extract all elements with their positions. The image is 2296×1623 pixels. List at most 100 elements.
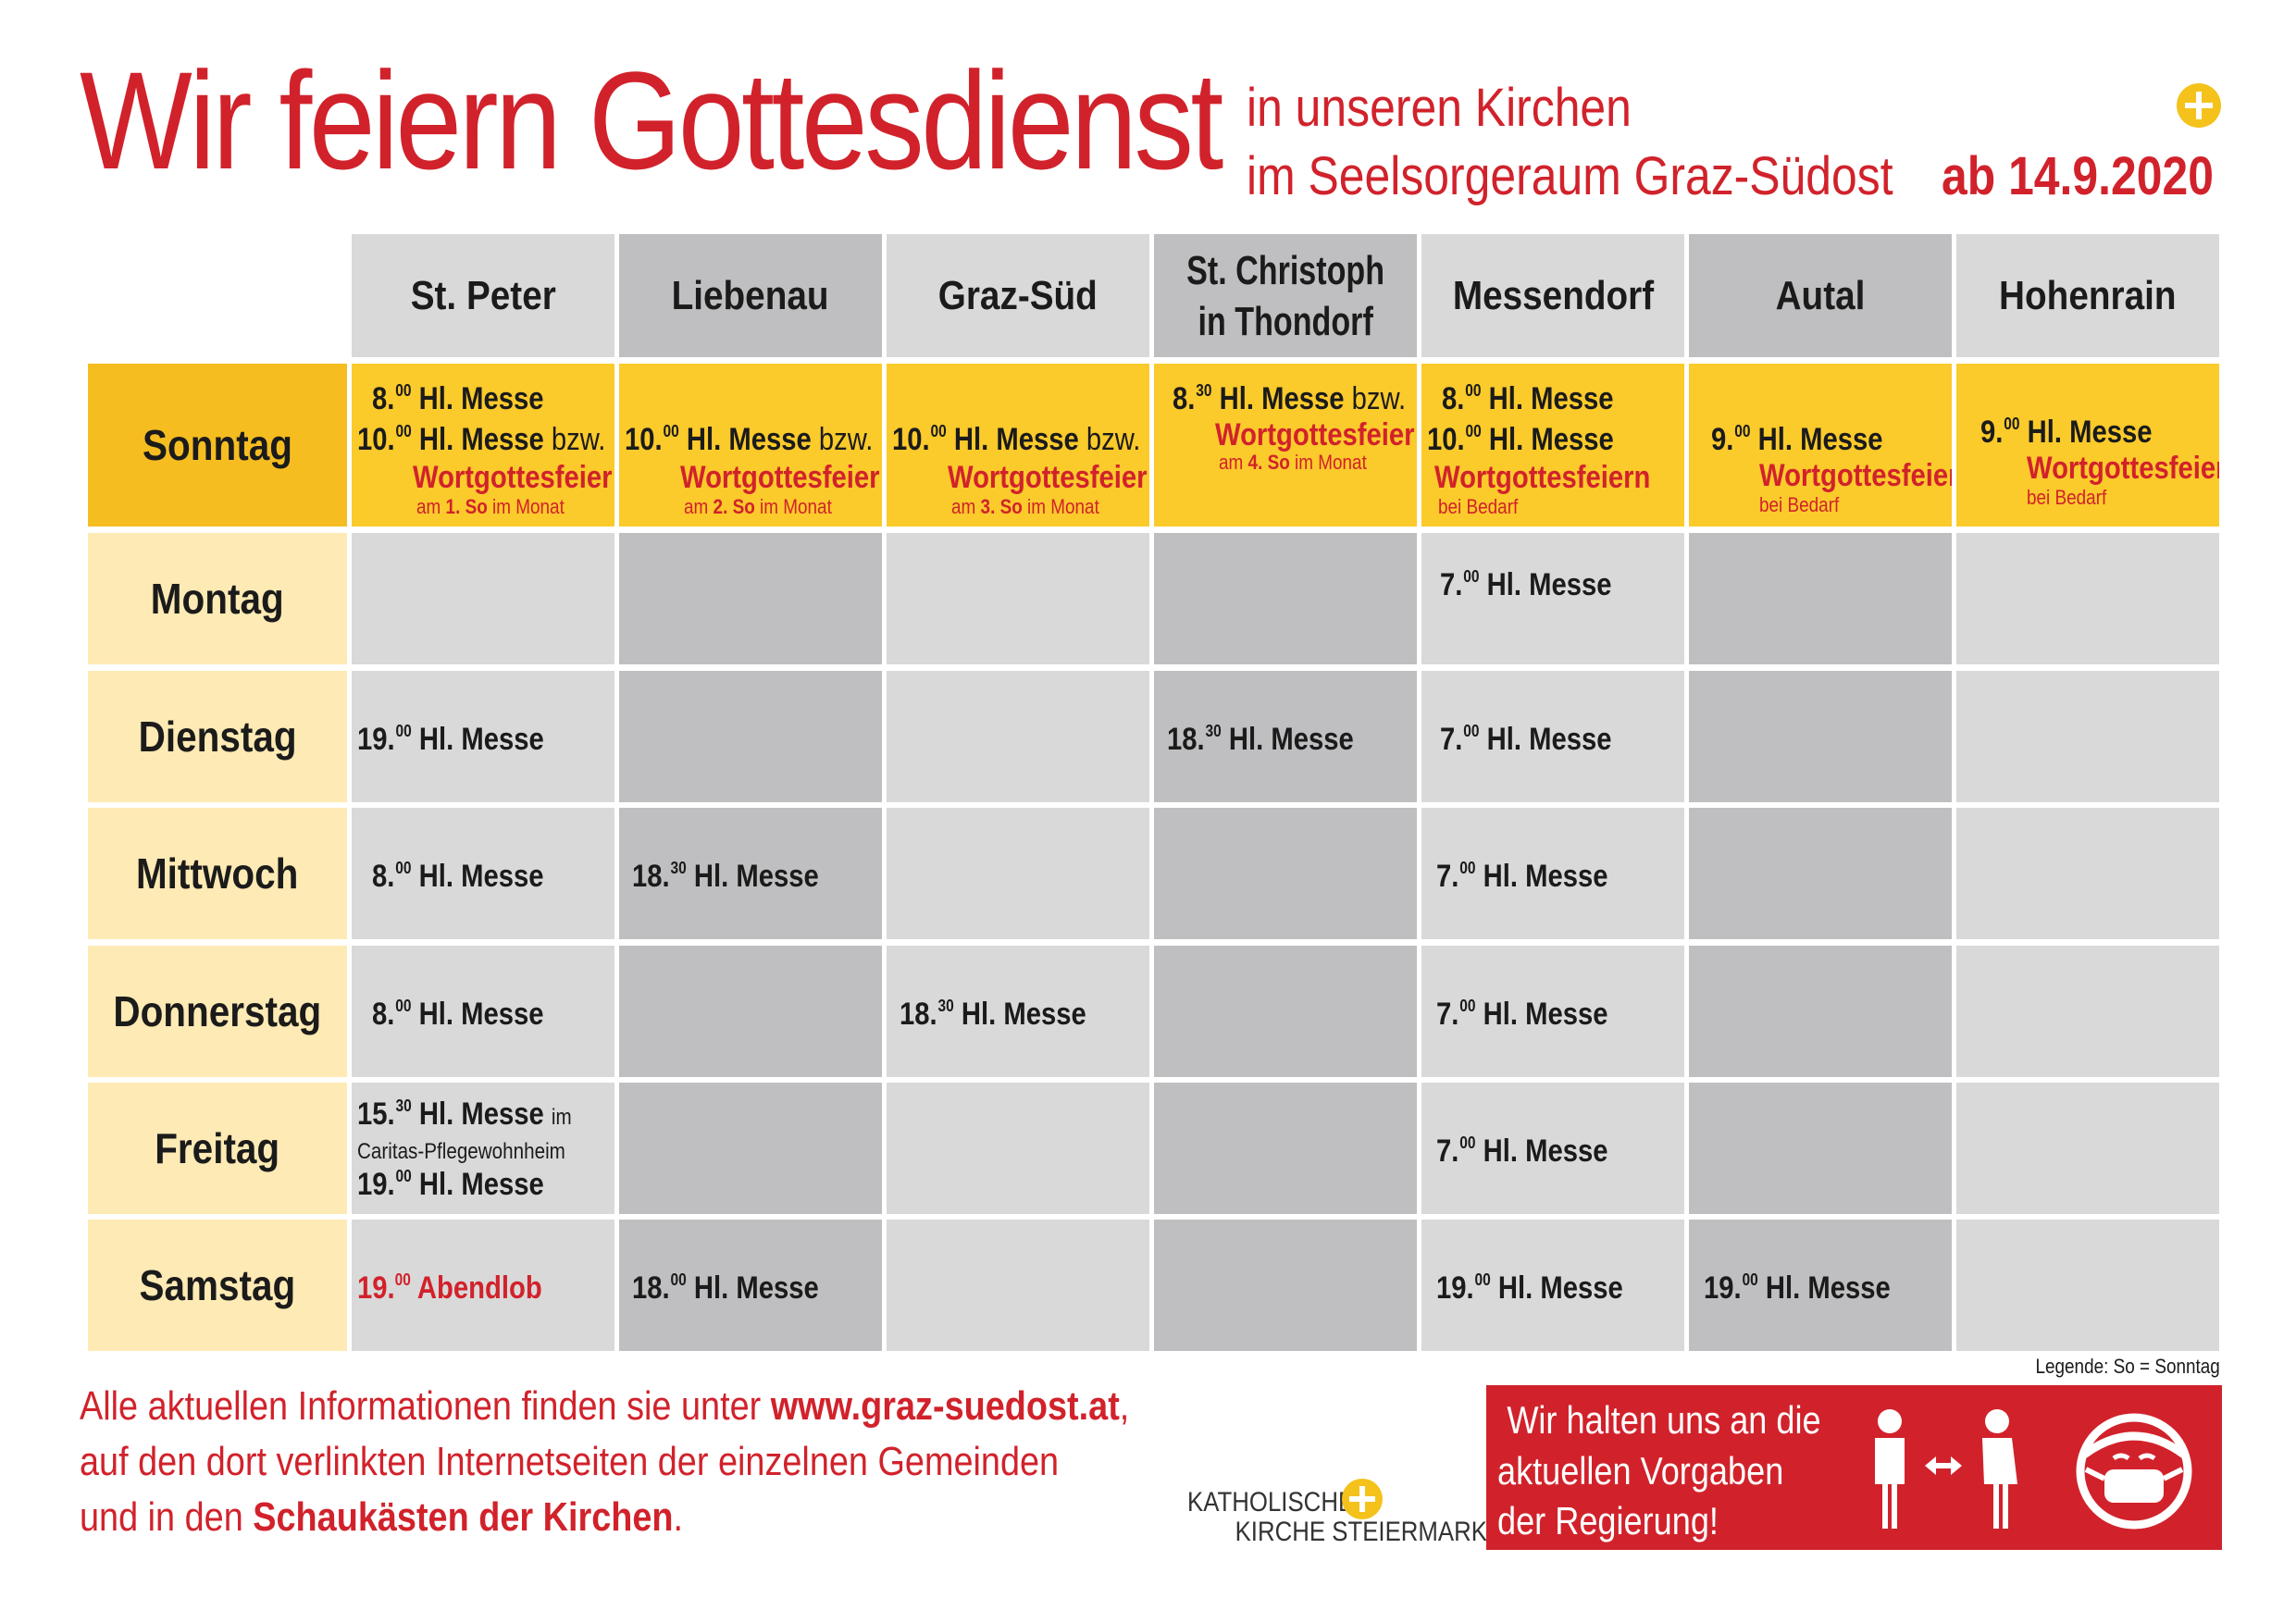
- cell-sonntag-liebenau: 10.00 Hl. Messe bzw. Wortgottesfeier am …: [619, 364, 882, 527]
- cell-freitag-graz-sued: [887, 1083, 1149, 1214]
- service-entry: 15.30 Hl. Messe im: [357, 1096, 572, 1132]
- face-mask-icon: [2071, 1408, 2197, 1534]
- government-rules-notice: [1486, 1385, 2222, 1550]
- cell-mittwoch-hohenrain: [1956, 808, 2219, 939]
- service-note-frequency: bei Bedarf: [2027, 486, 2107, 509]
- cell-donnerstag-st-christoph: [1154, 946, 1417, 1077]
- service-entry: 8.00 Hl. Messe: [372, 859, 544, 894]
- cell-samstag-hohenrain: [1956, 1220, 2219, 1351]
- cell-samstag-graz-sued: [887, 1220, 1149, 1351]
- info-line1: Alle aktuellen Informationen finden sie …: [80, 1383, 1130, 1429]
- column-header-hohenrain: Hohenrain: [1956, 234, 2219, 357]
- service-note-frequency: bei Bedarf: [1759, 493, 1840, 516]
- service-entry: 10.00 Hl. Messe bzw.: [892, 422, 1141, 457]
- cell-dienstag-graz-sued: [887, 671, 1149, 802]
- cell-freitag-liebenau: [619, 1083, 882, 1214]
- cell-donnerstag-liebenau: [619, 946, 882, 1077]
- cell-montag-st-christoph: [1154, 533, 1417, 664]
- subtitle-region: im Seelsorgeraum Graz-Südost: [1247, 146, 1893, 206]
- cross-logo-icon: [2177, 83, 2221, 128]
- cell-montag-messendorf: 7.00 Hl. Messe: [1421, 533, 1684, 664]
- service-entry: 19.00 Hl. Messe: [357, 1167, 544, 1202]
- cross-logo-icon: [1342, 1479, 1383, 1519]
- cell-sonntag-graz-sued: 10.00 Hl. Messe bzw. Wortgottesfeier am …: [887, 364, 1149, 527]
- service-note: Wortgottesfeiern: [1434, 460, 1651, 495]
- service-entry: 10.00 Hl. Messe bzw.: [625, 422, 874, 457]
- distance-people-icon: [1860, 1405, 2027, 1534]
- service-note: Wortgottesfeier: [2027, 451, 2219, 486]
- service-entry: 8.00 Hl. Messe: [1442, 381, 1614, 416]
- cell-freitag-st-peter: 15.30 Hl. Messe im Caritas-Pflegewohnhei…: [352, 1083, 614, 1214]
- service-note-frequency: am 1. So im Monat: [416, 495, 565, 518]
- subtitle-line2: im Seelsorgeraum Graz-Südost: [1247, 150, 1893, 204]
- church-logo-text: KATHOLISCHE KIRCHE STEIERMARK: [1187, 1487, 1487, 1547]
- cell-montag-st-peter: [352, 533, 614, 664]
- service-note: Wortgottesfeier: [413, 460, 613, 495]
- cell-dienstag-hohenrain: [1956, 671, 2219, 802]
- service-entry: 8.00 Hl. Messe: [372, 997, 544, 1032]
- legend: Legende: So = Sonntag: [2035, 1355, 2220, 1378]
- service-entry: 18.00 Hl. Messe: [632, 1270, 819, 1306]
- service-entry: 18.30 Hl. Messe: [1167, 722, 1354, 757]
- service-note: Wortgottesfeier: [1759, 458, 1952, 493]
- service-entry: 9.00 Hl. Messe: [1711, 422, 1883, 457]
- column-header-st-peter: St. Peter: [352, 234, 614, 357]
- service-note: Wortgottesfeier: [680, 460, 880, 495]
- row-label-mittwoch: Mittwoch: [88, 808, 347, 939]
- cell-sonntag-st-peter: 8.00 Hl. Messe 10.00 Hl. Messe bzw. Wort…: [352, 364, 614, 527]
- notice-text: Wir halten uns an die aktuellen Vorgaben…: [1497, 1398, 1821, 1543]
- column-header-graz-sued: Graz-Süd: [887, 234, 1149, 357]
- cell-samstag-st-christoph: [1154, 1220, 1417, 1351]
- service-note-frequency: am 2. So im Monat: [684, 495, 832, 518]
- column-header-liebenau: Liebenau: [619, 234, 882, 357]
- service-entry: 19.00 Hl. Messe: [357, 722, 544, 757]
- cell-samstag-liebenau: 18.00 Hl. Messe: [619, 1220, 882, 1351]
- cell-mittwoch-liebenau: 18.30 Hl. Messe: [619, 808, 882, 939]
- cell-sonntag-hohenrain: 9.00 Hl. Messe Wortgottesfeier bei Bedar…: [1956, 364, 2219, 527]
- service-entry: 8.30 Hl. Messe bzw.: [1173, 381, 1407, 416]
- service-note-frequency: am 3. So im Monat: [951, 495, 1099, 518]
- cell-dienstag-liebenau: [619, 671, 882, 802]
- subtitle-line1: in unseren Kirchen: [1247, 78, 1632, 138]
- valid-from-date: ab 14.9.2020: [1942, 146, 2214, 206]
- row-label-freitag: Freitag: [88, 1083, 347, 1214]
- service-entry: 18.30 Hl. Messe: [632, 859, 819, 894]
- cell-donnerstag-hohenrain: [1956, 946, 2219, 1077]
- service-entry: 19.00 Hl. Messe: [1704, 1270, 1891, 1306]
- cell-dienstag-autal: [1689, 671, 1952, 802]
- row-label-montag: Montag: [88, 533, 347, 664]
- cell-mittwoch-st-peter: 8.00 Hl. Messe: [352, 808, 614, 939]
- service-entry: 9.00 Hl. Messe: [1980, 415, 2153, 450]
- cell-samstag-st-peter: 19.00 Abendlob: [352, 1220, 614, 1351]
- cell-donnerstag-st-peter: 8.00 Hl. Messe: [352, 946, 614, 1077]
- service-location: Caritas-Pflegewohnheim: [357, 1139, 565, 1164]
- cell-freitag-autal: [1689, 1083, 1952, 1214]
- row-label-samstag: Samstag: [88, 1220, 347, 1351]
- cell-sonntag-autal: 9.00 Hl. Messe Wortgottesfeier bei Bedar…: [1689, 364, 1952, 527]
- service-entry: 7.00 Hl. Messe: [1436, 1134, 1608, 1169]
- column-header-st-christoph: St. Christoph in Thondorf: [1154, 234, 1417, 357]
- cell-freitag-messendorf: 7.00 Hl. Messe: [1421, 1083, 1684, 1214]
- cell-montag-liebenau: [619, 533, 882, 664]
- cell-dienstag-st-christoph: 18.30 Hl. Messe: [1154, 671, 1417, 802]
- cell-montag-hohenrain: [1956, 533, 2219, 664]
- service-entry: 10.00 Hl. Messe bzw.: [357, 422, 606, 457]
- cell-sonntag-messendorf: 8.00 Hl. Messe 10.00 Hl. Messe Wortgotte…: [1421, 364, 1684, 527]
- service-note-frequency: bei Bedarf: [1438, 495, 1519, 518]
- cell-dienstag-st-peter: 19.00 Hl. Messe: [352, 671, 614, 802]
- row-label-sonntag: Sonntag: [88, 364, 347, 527]
- info-line2: auf den dort verlinkten Internetseiten d…: [80, 1439, 1060, 1484]
- column-header-messendorf: Messendorf: [1421, 234, 1684, 357]
- row-label-dienstag: Dienstag: [88, 671, 347, 802]
- cell-mittwoch-graz-sued: [887, 808, 1149, 939]
- cell-mittwoch-autal: [1689, 808, 1952, 939]
- column-header-autal: Autal: [1689, 234, 1952, 357]
- cell-freitag-st-christoph: [1154, 1083, 1417, 1214]
- cell-samstag-messendorf: 19.00 Hl. Messe: [1421, 1220, 1684, 1351]
- website-link[interactable]: www.graz-suedost.at: [770, 1383, 1120, 1429]
- service-entry: 10.00 Hl. Messe: [1427, 422, 1614, 457]
- service-entry: 7.00 Hl. Messe: [1440, 722, 1612, 757]
- info-line3: und in den Schaukästen der Kirchen.: [80, 1494, 684, 1540]
- service-entry: 7.00 Hl. Messe: [1440, 567, 1612, 602]
- cell-donnerstag-graz-sued: 18.30 Hl. Messe: [887, 946, 1149, 1077]
